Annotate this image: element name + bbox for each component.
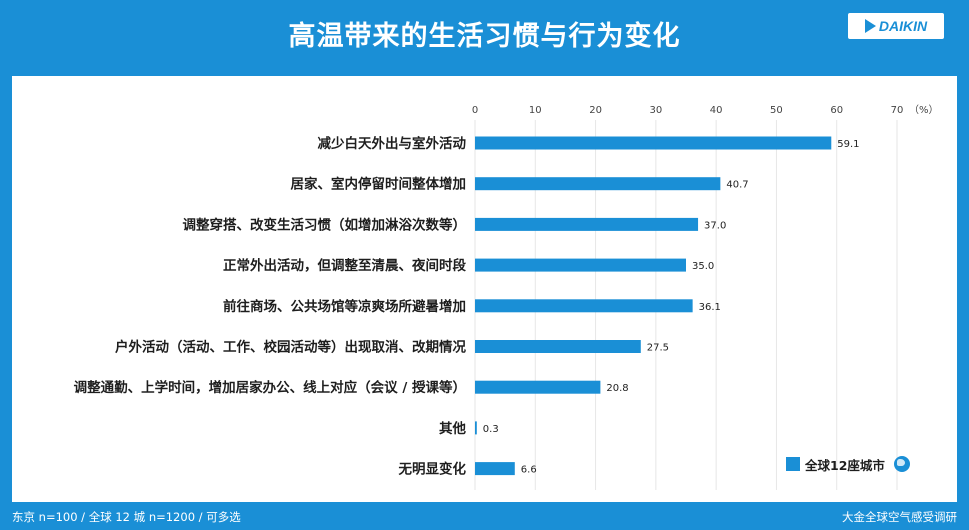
category-label: 前往商场、公共场馆等凉爽场所避暑增加 bbox=[223, 298, 466, 315]
globe-icon bbox=[893, 456, 910, 472]
legend-label: 全球12座城市 bbox=[805, 457, 885, 473]
category-label: 居家、室内停留时间整体增加 bbox=[291, 176, 467, 193]
category-label: 其他 bbox=[439, 420, 466, 437]
text-layer: 0 10 20 30 40 50 60 70 （%） 减少白天外出与室外活动 59.1 居家、室内停留… bbox=[74, 104, 939, 478]
x-tick-label: 20 bbox=[589, 105, 602, 116]
bar-layer bbox=[475, 136, 832, 476]
x-tick-label: 0 bbox=[472, 105, 478, 116]
legend-swatch bbox=[786, 457, 800, 471]
logo-text: DAIKIN bbox=[878, 18, 928, 34]
x-tick-label: 70 bbox=[891, 105, 904, 116]
value-label: 27.5 bbox=[647, 343, 669, 354]
footer-source: 大金全球空气感受调研 bbox=[842, 510, 957, 524]
value-label: 36.1 bbox=[699, 302, 721, 313]
x-axis-unit: （%） bbox=[909, 104, 939, 116]
value-label: 20.8 bbox=[606, 383, 628, 394]
logo-triangle-icon bbox=[864, 19, 876, 33]
category-label: 户外活动（活动、工作、校园活动等）出现取消、改期情况 bbox=[115, 339, 466, 356]
category-label: 无明显变化 bbox=[398, 461, 467, 478]
x-tick-label: 60 bbox=[830, 105, 843, 116]
value-label: 37.0 bbox=[704, 220, 726, 231]
bar bbox=[475, 462, 515, 476]
bar bbox=[475, 258, 686, 272]
footer-note: 东京 n=100 / 全球 12 城 n=1200 / 可多选 bbox=[12, 510, 241, 524]
category-label: 正常外出活动，但调整至清晨、夜间时段 bbox=[223, 257, 466, 274]
page-title: 高温带来的生活习惯与行为变化 bbox=[288, 21, 681, 52]
legend: 全球12座城市 bbox=[786, 453, 918, 475]
value-label: 35.0 bbox=[692, 261, 714, 272]
daikin-logo: DAIKIN bbox=[848, 13, 944, 39]
value-label: 6.6 bbox=[521, 465, 537, 476]
category-label: 调整穿搭、改变生活习惯（如增加淋浴次数等） bbox=[183, 216, 467, 233]
x-tick-label: 40 bbox=[710, 105, 723, 116]
x-tick-label: 10 bbox=[529, 105, 542, 116]
bar bbox=[475, 217, 699, 231]
value-label: 40.7 bbox=[726, 180, 748, 191]
value-label: 0.3 bbox=[483, 424, 499, 435]
bar bbox=[475, 380, 601, 394]
bar bbox=[475, 299, 693, 313]
bar bbox=[475, 340, 641, 353]
x-tick-label: 30 bbox=[649, 105, 662, 116]
bar bbox=[475, 421, 477, 435]
x-tick-label: 50 bbox=[770, 105, 783, 116]
category-label: 减少白天外出与室外活动 bbox=[318, 135, 467, 152]
bar bbox=[475, 136, 832, 150]
value-label: 59.1 bbox=[837, 139, 859, 150]
category-label: 调整通勤、上学时间，增加居家办公、线上对应（会议 / 授课等） bbox=[74, 379, 466, 396]
bar bbox=[475, 177, 721, 191]
